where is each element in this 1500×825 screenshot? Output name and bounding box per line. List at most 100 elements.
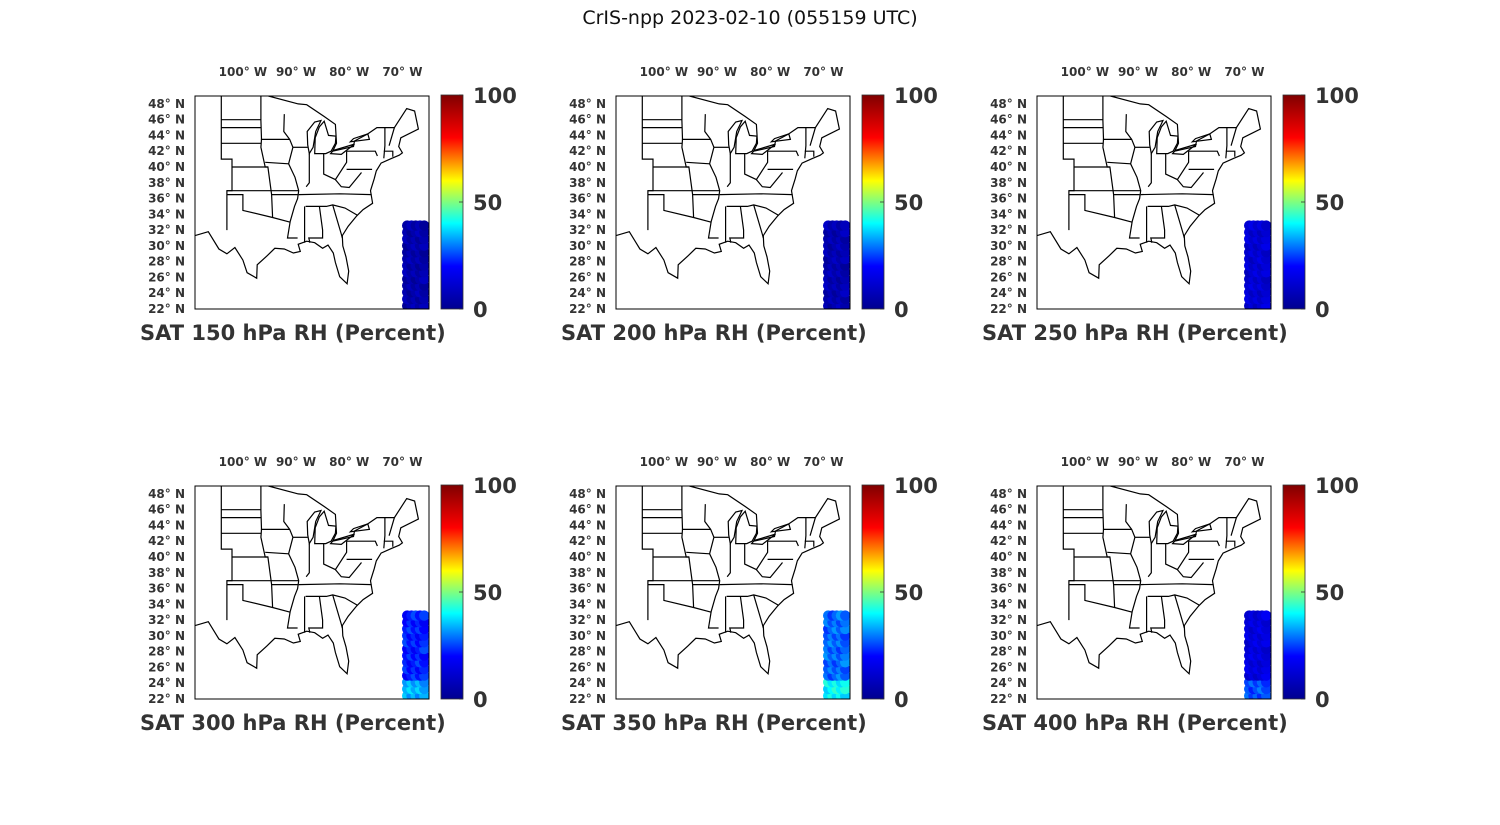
- lon-tick-label: 80° W: [1171, 65, 1211, 79]
- state-border: [260, 486, 274, 608]
- state-border: [220, 96, 233, 231]
- lon-tick-label: 70° W: [803, 455, 843, 469]
- lat-tick-label: 28° N: [569, 645, 606, 659]
- lake-outline: [329, 533, 355, 546]
- lon-tick-label: 90° W: [697, 65, 737, 79]
- panel-title: SAT 250 hPa RH (Percent): [982, 321, 1288, 345]
- lake-outline: [1190, 523, 1213, 533]
- lon-tick-label: 100° W: [219, 65, 267, 79]
- state-border: [383, 150, 394, 157]
- lat-tick-label: 36° N: [148, 582, 185, 596]
- lat-tick-label: 22° N: [569, 692, 606, 706]
- state-border: [755, 172, 783, 189]
- state-border: [693, 216, 712, 223]
- lat-tick-label: 28° N: [148, 645, 185, 659]
- state-border: [1225, 517, 1228, 549]
- lat-tick-label: 46° N: [148, 503, 185, 517]
- lat-tick-label: 48° N: [990, 97, 1027, 111]
- map-contents: [195, 486, 429, 699]
- state-border: [686, 551, 710, 555]
- state-border: [1107, 551, 1131, 555]
- swath-point: [1261, 610, 1271, 621]
- lat-tick-label: 36° N: [990, 582, 1027, 596]
- lat-tick-label: 34° N: [569, 207, 606, 221]
- state-border: [1062, 96, 1075, 231]
- map-contents: [195, 96, 429, 309]
- lon-tick-label: 80° W: [329, 65, 369, 79]
- state-border: [272, 606, 291, 613]
- colorbar-tick-label: 50: [1315, 581, 1344, 605]
- state-border: [305, 153, 310, 188]
- state-border: [753, 204, 764, 239]
- state-border: [346, 150, 378, 157]
- state-border: [1176, 562, 1204, 579]
- lat-tick-label: 26° N: [990, 660, 1027, 674]
- lat-tick-label: 38° N: [569, 176, 606, 190]
- colorbar-tick-label: 0: [473, 298, 488, 322]
- lat-tick-label: 32° N: [569, 223, 606, 237]
- state-border: [298, 583, 372, 586]
- lat-tick-label: 32° N: [148, 223, 185, 237]
- state-border: [265, 161, 289, 165]
- lat-tick-label: 26° N: [569, 660, 606, 674]
- state-border: [719, 583, 793, 586]
- state-border: [1174, 204, 1185, 239]
- lon-tick-label: 70° W: [1224, 455, 1264, 469]
- lat-tick-label: 24° N: [148, 676, 185, 690]
- lake-outline: [1148, 509, 1165, 546]
- lat-tick-label: 24° N: [990, 676, 1027, 690]
- lat-tick-label: 36° N: [990, 192, 1027, 206]
- lat-tick-label: 32° N: [148, 613, 185, 627]
- lon-tick-label: 90° W: [276, 455, 316, 469]
- lat-tick-label: 44° N: [990, 128, 1027, 142]
- lat-tick-label: 38° N: [990, 176, 1027, 190]
- state-border: [1125, 114, 1142, 239]
- state-border: [1225, 150, 1236, 157]
- lat-tick-label: 46° N: [990, 503, 1027, 517]
- state-border: [804, 540, 815, 547]
- state-border: [1150, 206, 1166, 243]
- lon-tick-label: 90° W: [276, 65, 316, 79]
- lat-tick-label: 22° N: [990, 302, 1027, 316]
- lon-tick-label: 100° W: [219, 455, 267, 469]
- colorbar-tick-label: 0: [1315, 688, 1330, 712]
- lat-tick-label: 24° N: [569, 676, 606, 690]
- state-border: [332, 204, 343, 239]
- state-border: [647, 584, 694, 609]
- panel-title: SAT 150 hPa RH (Percent): [140, 321, 446, 345]
- lat-tick-label: 42° N: [990, 534, 1027, 548]
- michigan-outline: [735, 509, 758, 545]
- state-border: [283, 504, 300, 629]
- state-border: [1125, 504, 1142, 629]
- state-border: [265, 551, 289, 555]
- lat-tick-label: 48° N: [148, 97, 185, 111]
- state-border: [388, 127, 395, 146]
- lat-tick-label: 44° N: [148, 518, 185, 532]
- state-border: [753, 594, 764, 629]
- lat-tick-label: 42° N: [569, 534, 606, 548]
- state-border: [1068, 194, 1115, 219]
- colorbar-tick-label: 0: [894, 688, 909, 712]
- state-border: [804, 127, 807, 159]
- lat-tick-label: 38° N: [569, 566, 606, 580]
- state-border: [1062, 486, 1075, 621]
- lon-tick-label: 90° W: [697, 455, 737, 469]
- lat-tick-label: 30° N: [148, 629, 185, 643]
- state-border: [641, 486, 654, 621]
- state-border: [641, 96, 654, 231]
- map-frame: [194, 95, 430, 310]
- michigan-outline: [314, 119, 337, 155]
- state-border: [686, 161, 710, 165]
- state-border: [1225, 127, 1228, 159]
- lon-tick-label: 80° W: [750, 455, 790, 469]
- lat-tick-label: 40° N: [148, 550, 185, 564]
- state-border: [767, 540, 799, 547]
- lake-outline: [1148, 119, 1165, 156]
- figure-title: CrIS-npp 2023-02-10 (055159 UTC): [582, 7, 918, 29]
- map-contents: [616, 486, 850, 699]
- lat-tick-label: 34° N: [148, 207, 185, 221]
- state-border: [1150, 596, 1166, 633]
- map-frame: [1036, 485, 1272, 700]
- lat-tick-label: 44° N: [569, 128, 606, 142]
- state-border: [334, 172, 362, 189]
